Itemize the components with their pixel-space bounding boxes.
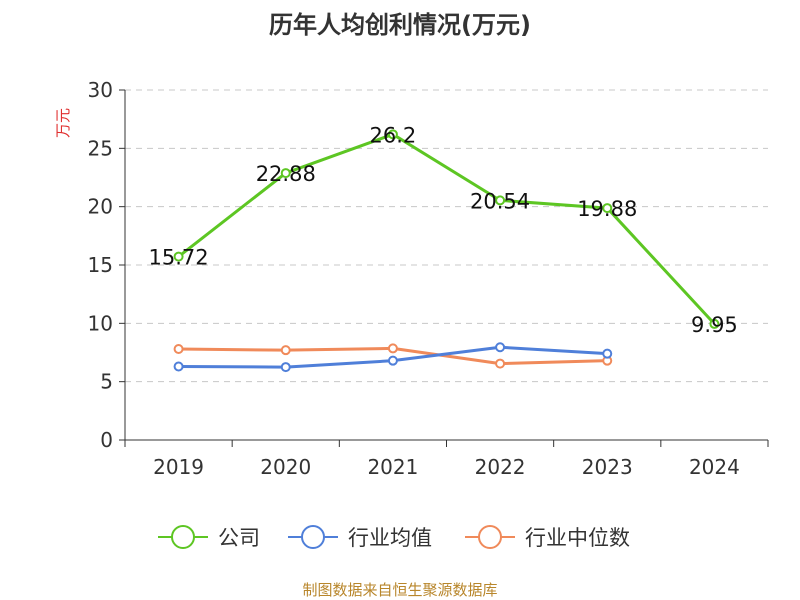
- x-tick-label: 2020: [260, 455, 311, 479]
- series-line: [177, 132, 716, 325]
- source-note: 制图数据来自恒生聚源数据库: [302, 581, 497, 599]
- x-tick-label: 2023: [582, 455, 633, 479]
- data-label: 15.72: [149, 246, 209, 270]
- y-tick-label: 20: [88, 195, 113, 219]
- data-point: [709, 318, 720, 329]
- data-point: [173, 251, 184, 262]
- legend-swatch-marker: [171, 525, 195, 549]
- data-point: [280, 168, 291, 179]
- legend-swatch-marker: [478, 525, 502, 549]
- axis-layer: 0 5 10 15 20 25 30 2019 2020 2021 2022 2023 2024: [88, 78, 769, 479]
- data-point: [280, 362, 291, 373]
- legend-swatch-marker: [301, 525, 325, 549]
- data-point: [173, 361, 184, 372]
- y-tick-label: 0: [100, 428, 113, 452]
- data-label-layer: 15.72 22.88 26.2 20.54 19.88 9.95: [149, 123, 738, 337]
- legend-item[interactable]: 行业均值: [288, 525, 432, 550]
- y-tick-label: 15: [88, 253, 113, 277]
- y-tick-label: 10: [88, 311, 113, 335]
- data-label: 26.2: [370, 123, 417, 147]
- legend: 公司 行业均值 行业中位数: [158, 525, 630, 550]
- legend-item[interactable]: 公司: [158, 525, 260, 550]
- data-point: [602, 348, 613, 359]
- x-tick-label: 2021: [367, 455, 418, 479]
- data-point: [387, 129, 398, 140]
- legend-item[interactable]: 行业中位数: [465, 525, 630, 550]
- series-layer: [173, 129, 720, 373]
- data-point: [387, 343, 398, 354]
- data-point: [173, 344, 184, 354]
- data-label: 9.95: [691, 313, 738, 337]
- legend-label: 行业中位数: [525, 526, 630, 550]
- data-label: 22.88: [256, 162, 316, 186]
- data-point: [495, 358, 506, 369]
- legend-label: 公司: [218, 526, 260, 550]
- data-point: [495, 342, 506, 353]
- x-tick-label: 2022: [475, 455, 526, 479]
- data-point: [495, 195, 506, 206]
- data-point: [602, 203, 613, 214]
- y-tick-label: 30: [88, 78, 113, 102]
- y-tick-label: 5: [100, 370, 113, 394]
- data-label: 19.88: [577, 197, 637, 221]
- y-axis-label: 万元: [54, 108, 72, 138]
- grid-layer: [125, 89, 768, 383]
- data-point: [387, 355, 398, 366]
- y-tick-label: 25: [88, 136, 113, 160]
- legend-label: 行业均值: [348, 526, 432, 550]
- chart-title: 历年人均创利情况(万元): [269, 11, 531, 39]
- x-tick-label: 2019: [153, 455, 204, 479]
- x-tick-label: 2024: [689, 455, 740, 479]
- data-point: [280, 345, 291, 356]
- data-label: 20.54: [470, 189, 530, 213]
